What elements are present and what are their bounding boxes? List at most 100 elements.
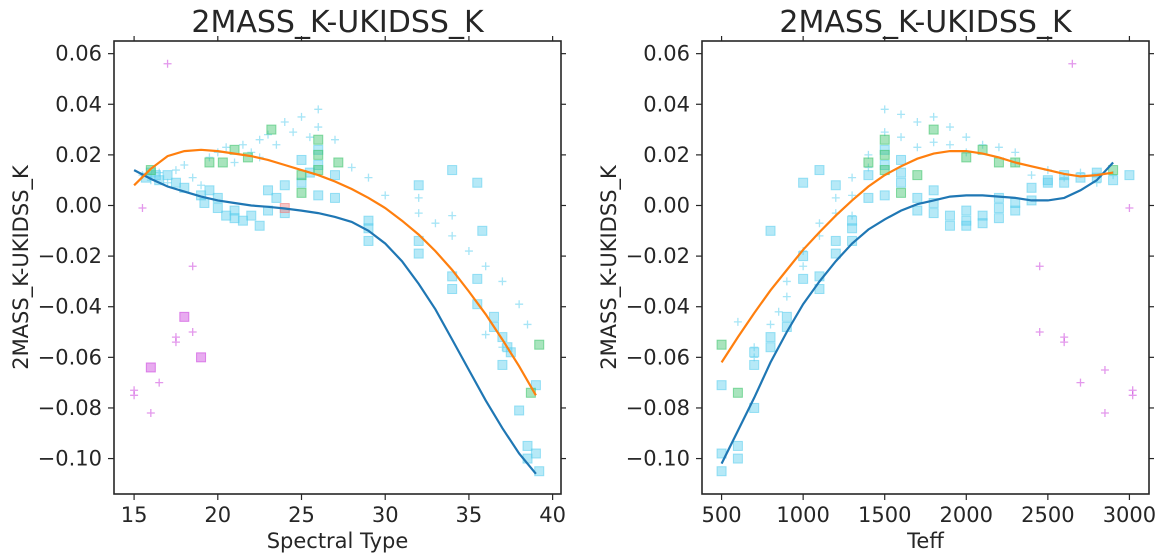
data-point-square	[977, 218, 988, 229]
data-point-plus	[515, 300, 524, 309]
data-point-plus	[962, 133, 971, 142]
x-tick-label: 2500	[1021, 503, 1074, 527]
data-point-plus	[238, 140, 247, 149]
data-point-plus	[448, 211, 457, 220]
data-point-plus	[1011, 148, 1020, 157]
data-point-square	[1091, 167, 1102, 178]
data-point-square	[798, 273, 809, 284]
data-point-square	[229, 213, 240, 224]
data-point-square	[363, 235, 374, 246]
data-point-square	[863, 170, 874, 181]
x-tick-label: 500	[702, 503, 742, 527]
x-tick-label: 1500	[858, 503, 911, 527]
data-point-square	[1091, 172, 1102, 183]
data-point-plus	[498, 343, 507, 352]
chart-title: 2MASS_K-UKIDSS_K	[191, 5, 485, 40]
data-point-square	[413, 235, 424, 246]
data-point-square	[879, 144, 890, 155]
data-point-square	[329, 170, 340, 181]
data-point-square	[514, 405, 525, 416]
data-point-square	[928, 197, 939, 208]
data-point-square	[313, 144, 324, 155]
data-point-square	[993, 203, 1004, 214]
axes-frame	[113, 40, 562, 495]
y-tick-label: −0.06	[38, 345, 102, 369]
data-point-square	[313, 149, 324, 160]
data-point-plus	[815, 219, 824, 228]
data-point-square	[716, 380, 727, 391]
data-point-square	[879, 190, 890, 201]
data-point-plus	[171, 166, 180, 175]
data-point-plus	[1128, 391, 1137, 400]
data-point-square	[263, 185, 274, 196]
data-point-square	[150, 170, 161, 181]
data-point-plus	[848, 191, 857, 200]
data-point-plus	[1109, 171, 1118, 180]
data-point-square	[204, 185, 215, 196]
data-point-plus	[364, 173, 373, 182]
data-point-square	[254, 220, 265, 231]
x-tick-label: 15	[121, 503, 148, 527]
data-point-square	[879, 160, 890, 171]
x-tick-label: 25	[288, 503, 315, 527]
data-point-square	[363, 215, 374, 226]
data-point-square	[896, 177, 907, 188]
data-point-square	[716, 339, 727, 350]
y-tick-label: −0.02	[626, 244, 690, 268]
data-point-square	[229, 205, 240, 216]
data-point-square	[237, 215, 248, 226]
data-point-square	[296, 154, 307, 165]
data-point-plus	[766, 320, 775, 329]
data-point-square	[296, 177, 307, 188]
chart-title: 2MASS_K-UKIDSS_K	[779, 5, 1073, 40]
data-point-square	[912, 192, 923, 203]
data-point-square	[296, 187, 307, 198]
chart-panel-teff: 2MASS_K-UKIDSS_K Teff 2MASS_K-UKIDSS_K 500 1…	[597, 5, 1156, 553]
data-point-plus	[264, 130, 273, 139]
data-point-square	[912, 170, 923, 181]
data-point-plus	[913, 143, 922, 152]
data-point-plus	[1068, 59, 1077, 68]
data-point-plus	[929, 112, 938, 121]
data-point-square	[896, 167, 907, 178]
data-point-square	[961, 220, 972, 231]
data-point-plus	[1125, 204, 1134, 213]
data-point-plus	[897, 133, 906, 142]
data-point-square	[944, 220, 955, 231]
data-point-square	[830, 235, 841, 246]
y-tick-label: −0.08	[626, 396, 690, 420]
data-point-plus	[163, 59, 172, 68]
data-point-square	[196, 352, 207, 363]
data-point-square	[847, 215, 858, 226]
data-point-square	[1124, 170, 1135, 181]
data-point-square	[534, 466, 545, 477]
data-point-square	[217, 157, 228, 168]
data-point-plus	[171, 338, 180, 347]
x-tick-label: 35	[456, 503, 483, 527]
data-point-plus	[197, 181, 206, 190]
data-point-plus	[188, 262, 197, 271]
data-point-plus	[130, 391, 139, 400]
data-point-square	[716, 466, 727, 477]
y-tick-label: 0.02	[55, 143, 102, 167]
data-point-plus	[782, 277, 791, 286]
data-point-plus	[799, 262, 808, 271]
data-point-plus	[1076, 378, 1085, 387]
x-tick-label: 2000	[940, 503, 993, 527]
data-point-plus	[230, 158, 239, 167]
data-point-plus	[1100, 409, 1109, 418]
data-point-plus	[448, 231, 457, 240]
data-point-plus	[929, 138, 938, 147]
data-point-square	[732, 440, 743, 451]
data-point-plus	[994, 143, 1003, 152]
data-point-square	[1059, 177, 1070, 188]
data-point-plus	[431, 219, 440, 228]
y-tick-label: −0.10	[38, 447, 102, 471]
y-tick-label: 0.00	[643, 193, 690, 217]
data-point-plus	[347, 163, 356, 172]
data-point-plus	[414, 209, 423, 218]
data-point-plus	[848, 211, 857, 220]
y-tick-label: −0.04	[626, 295, 690, 319]
data-point-square	[1010, 205, 1021, 216]
data-point-square	[162, 170, 173, 181]
